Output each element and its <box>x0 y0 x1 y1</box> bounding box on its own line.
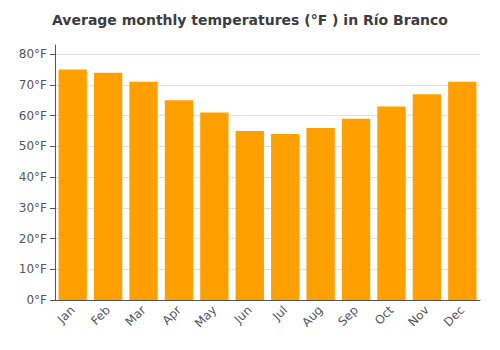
svg-text:60°F: 60°F <box>19 109 47 123</box>
svg-text:Average monthly temperatures (: Average monthly temperatures (°F ) in Rí… <box>52 12 448 28</box>
svg-text:May: May <box>192 303 219 330</box>
svg-text:80°F: 80°F <box>19 47 47 61</box>
svg-text:0°F: 0°F <box>26 293 47 307</box>
svg-text:Sep: Sep <box>335 303 361 329</box>
svg-text:Feb: Feb <box>88 303 113 328</box>
svg-text:40°F: 40°F <box>19 170 47 184</box>
svg-text:10°F: 10°F <box>19 262 47 276</box>
svg-text:Jan: Jan <box>54 303 78 327</box>
svg-text:50°F: 50°F <box>19 139 47 153</box>
svg-text:Apr: Apr <box>159 303 184 328</box>
svg-text:Dec: Dec <box>441 303 467 329</box>
svg-text:Nov: Nov <box>405 303 431 329</box>
svg-text:Jun: Jun <box>231 303 255 327</box>
svg-text:30°F: 30°F <box>19 201 47 215</box>
svg-text:Mar: Mar <box>123 303 149 329</box>
svg-text:70°F: 70°F <box>19 78 47 92</box>
svg-text:Oct: Oct <box>372 303 397 328</box>
svg-text:Aug: Aug <box>299 303 325 329</box>
svg-text:Jul: Jul <box>269 303 290 324</box>
svg-text:20°F: 20°F <box>19 232 47 246</box>
